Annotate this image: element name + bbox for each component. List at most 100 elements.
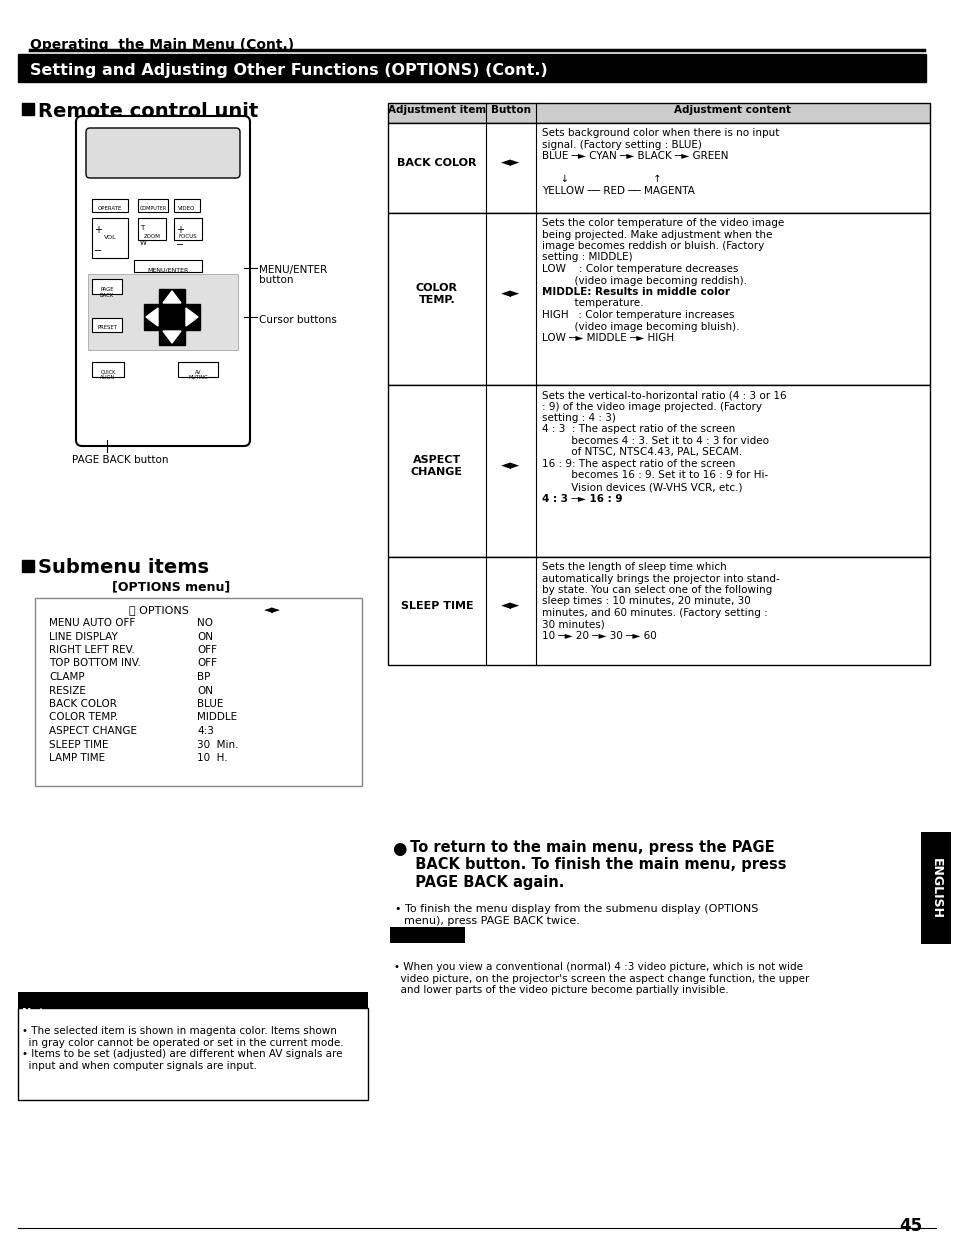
Text: ◄►: ◄►: [501, 599, 520, 613]
Text: BLUE: BLUE: [196, 699, 223, 709]
Text: 4 : 3 ─► 16 : 9: 4 : 3 ─► 16 : 9: [541, 494, 622, 504]
Text: +: +: [94, 225, 102, 235]
Text: BACK: BACK: [100, 293, 114, 298]
Text: YELLOW ── RED ── MAGENTA: YELLOW ── RED ── MAGENTA: [541, 185, 694, 195]
Text: 10 ─► 20 ─► 30 ─► 60: 10 ─► 20 ─► 30 ─► 60: [541, 631, 656, 641]
Text: W: W: [140, 240, 147, 246]
Bar: [91, 279, 122, 294]
Text: MIDDLE: Results in middle color: MIDDLE: Results in middle color: [541, 287, 729, 296]
Text: (video image becoming reddish).: (video image becoming reddish).: [541, 275, 746, 285]
Text: VOL: VOL: [104, 235, 116, 240]
Bar: [173, 219, 202, 240]
Text: Notes: Notes: [22, 1008, 58, 1018]
Bar: [178, 362, 218, 377]
Text: Note: Note: [394, 944, 423, 953]
Text: Operating  the Main Menu (Cont.): Operating the Main Menu (Cont.): [30, 38, 294, 52]
Text: −: −: [94, 246, 102, 256]
Text: Setting and Adjusting Other Functions (OPTIONS) (Cont.): Setting and Adjusting Other Functions (O…: [30, 63, 547, 78]
Text: 45: 45: [898, 1216, 921, 1235]
Bar: [388, 212, 929, 385]
Text: VIDEO: VIDEO: [178, 206, 195, 211]
Text: FOCUS: FOCUS: [178, 233, 197, 240]
Text: OFF: OFF: [196, 658, 216, 668]
Polygon shape: [186, 308, 198, 326]
Text: −: −: [175, 240, 184, 249]
Text: COLOR TEMP.: COLOR TEMP.: [49, 713, 118, 722]
Polygon shape: [144, 304, 200, 330]
Text: 4 : 3  : The aspect ratio of the screen: 4 : 3 : The aspect ratio of the screen: [541, 425, 735, 435]
Text: Remote control unit: Remote control unit: [38, 103, 258, 121]
Text: becomes 4 : 3. Set it to 4 : 3 for video: becomes 4 : 3. Set it to 4 : 3 for video: [541, 436, 768, 446]
Text: Submenu items: Submenu items: [38, 558, 209, 577]
Text: ON: ON: [196, 685, 213, 695]
Text: Sets background color when there is no input: Sets background color when there is no i…: [541, 128, 779, 138]
Text: Adjustment content: Adjustment content: [674, 105, 791, 115]
Text: ENGLISH: ENGLISH: [928, 857, 942, 919]
Text: being projected. Make adjustment when the: being projected. Make adjustment when th…: [541, 230, 772, 240]
Text: Sets the vertical-to-horizontal ratio (4 : 3 or 16: Sets the vertical-to-horizontal ratio (4…: [541, 390, 786, 400]
Text: 30  Min.: 30 Min.: [196, 740, 238, 750]
Text: image becomes reddish or bluish. (Factory: image becomes reddish or bluish. (Factor…: [541, 241, 763, 251]
Text: 16 : 9: The aspect ratio of the screen: 16 : 9: The aspect ratio of the screen: [541, 459, 735, 469]
Text: BLUE ─► CYAN ─► BLACK ─► GREEN: BLUE ─► CYAN ─► BLACK ─► GREEN: [541, 151, 728, 161]
Text: SLEEP TIME: SLEEP TIME: [49, 740, 109, 750]
Text: MENU AUTO OFF: MENU AUTO OFF: [49, 618, 135, 629]
Text: setting : 4 : 3): setting : 4 : 3): [541, 412, 616, 424]
Text: sleep times : 10 minutes, 20 minute, 30: sleep times : 10 minutes, 20 minute, 30: [541, 597, 750, 606]
Polygon shape: [163, 291, 181, 303]
Bar: [22, 559, 34, 572]
Text: BACK COLOR: BACK COLOR: [396, 158, 476, 168]
Bar: [18, 1008, 368, 1100]
Polygon shape: [163, 331, 181, 343]
Text: setting : MIDDLE): setting : MIDDLE): [541, 252, 632, 263]
Text: • When you view a conventional (normal) 4 :3 video picture, which is not wide
  : • When you view a conventional (normal) …: [394, 962, 808, 995]
Text: automatically brings the projector into stand-: automatically brings the projector into …: [541, 573, 779, 583]
Text: OPERATE: OPERATE: [98, 206, 122, 211]
Text: 30 minutes): 30 minutes): [541, 620, 604, 630]
Text: of NTSC, NTSC4.43, PAL, SECAM.: of NTSC, NTSC4.43, PAL, SECAM.: [541, 447, 741, 457]
Text: PAGE: PAGE: [100, 287, 113, 291]
Bar: [18, 992, 368, 1008]
Text: ASPECT
CHANGE: ASPECT CHANGE: [411, 456, 462, 477]
Text: BP: BP: [196, 672, 211, 682]
Text: SLEEP TIME: SLEEP TIME: [400, 601, 473, 611]
Text: ↓                           ↑: ↓ ↑: [541, 174, 660, 184]
Text: MENU/ENTER: MENU/ENTER: [147, 267, 189, 272]
Text: Adjustment item: Adjustment item: [388, 105, 486, 115]
Text: NO: NO: [196, 618, 213, 629]
Text: ZOOM: ZOOM: [143, 233, 160, 240]
Bar: [91, 219, 128, 258]
Bar: [388, 385, 929, 557]
Text: RESIZE: RESIZE: [49, 685, 86, 695]
Bar: [22, 103, 34, 115]
Bar: [91, 317, 122, 332]
Bar: [173, 199, 200, 212]
Text: ON: ON: [196, 631, 213, 641]
Text: temperature.: temperature.: [541, 299, 643, 309]
Text: HIGH   : Color temperature increases: HIGH : Color temperature increases: [541, 310, 734, 320]
Text: QUICK: QUICK: [100, 370, 115, 375]
Text: BACK COLOR: BACK COLOR: [49, 699, 117, 709]
Text: PRESET: PRESET: [97, 325, 117, 330]
Text: : 9) of the video image projected. (Factory: : 9) of the video image projected. (Fact…: [541, 401, 761, 411]
Text: MIDDLE: MIDDLE: [196, 713, 237, 722]
Text: PAGE BACK button: PAGE BACK button: [71, 454, 169, 466]
Text: Sets the color temperature of the video image: Sets the color temperature of the video …: [541, 219, 783, 228]
Bar: [91, 362, 124, 377]
Text: AV: AV: [194, 370, 201, 375]
Text: Sets the length of sleep time which: Sets the length of sleep time which: [541, 562, 726, 572]
FancyBboxPatch shape: [86, 128, 240, 178]
Text: ◄►: ◄►: [501, 459, 520, 473]
Bar: [388, 103, 929, 124]
Text: by state. You can select one of the following: by state. You can select one of the foll…: [541, 585, 771, 595]
Bar: [88, 274, 237, 350]
Text: ASPECT CHANGE: ASPECT CHANGE: [49, 726, 137, 736]
Text: COMPUTER: COMPUTER: [139, 206, 167, 211]
Text: T: T: [140, 225, 144, 231]
Text: [OPTIONS menu]: [OPTIONS menu]: [112, 580, 230, 593]
Bar: [138, 199, 168, 212]
Bar: [133, 261, 202, 272]
Text: ALIGN: ALIGN: [100, 375, 115, 380]
Text: • The selected item is shown in magenta color. Items shown
  in gray color canno: • The selected item is shown in magenta …: [22, 1026, 343, 1071]
Bar: [388, 557, 929, 664]
